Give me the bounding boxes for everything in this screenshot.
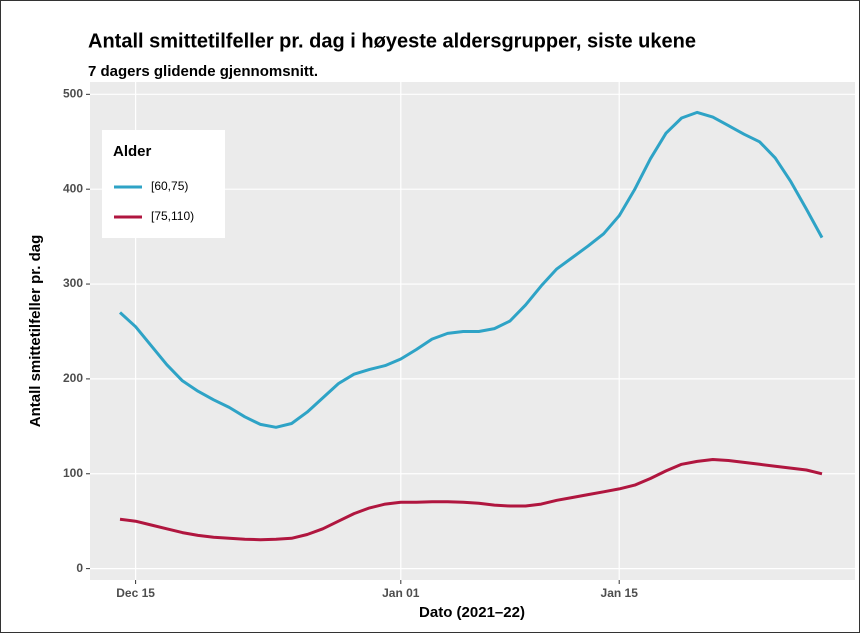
x-tick-label: Dec 15 <box>116 586 155 600</box>
legend-title: Alder <box>113 143 152 160</box>
y-tick-label: 0 <box>76 561 83 575</box>
y-tick-label: 300 <box>63 276 83 290</box>
legend-label: [75,110) <box>151 209 194 223</box>
legend-label: [60,75) <box>151 179 188 193</box>
x-tick-label: Jan 15 <box>601 586 639 600</box>
y-tick-label: 100 <box>63 466 83 480</box>
y-tick-label: 200 <box>63 371 83 385</box>
x-tick-label: Jan 01 <box>382 586 420 600</box>
legend: Alder [60,75) [75,110) <box>102 130 225 238</box>
chart-subtitle: 7 dagers glidende gjennomsnitt. <box>88 63 318 80</box>
series-line <box>118 110 824 429</box>
y-tick-label: 400 <box>63 181 83 195</box>
y-axis-title: Antall smittetilfeller pr. dag <box>27 235 44 428</box>
y-tick-label: 500 <box>63 87 83 101</box>
series-line <box>119 458 823 542</box>
chart-title: Antall smittetilfeller pr. dag i høyeste… <box>88 30 696 52</box>
legend-box <box>102 130 225 238</box>
x-axis-title: Dato (2021–22) <box>419 604 525 621</box>
lines <box>118 110 824 542</box>
